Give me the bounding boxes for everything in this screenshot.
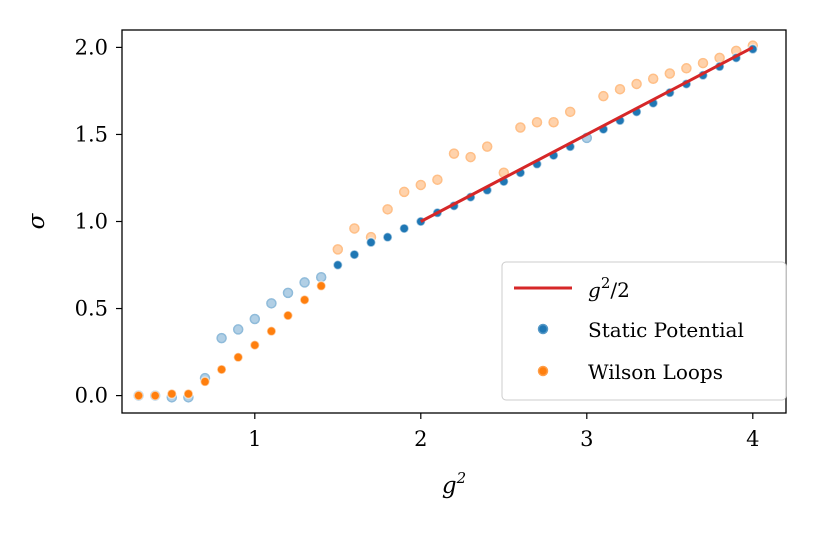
data-point-wilson-loops-faded	[382, 204, 393, 215]
data-point-wilson-loops-faded	[515, 122, 526, 133]
data-point-wilson-loops-faded	[664, 68, 676, 79]
data-point-static-potential	[349, 249, 360, 260]
data-point-wilson-loops	[183, 388, 194, 400]
data-point-static-potential-faded	[266, 298, 277, 309]
x-tick-label: 2	[414, 427, 427, 451]
data-point-wilson-loops-faded	[481, 141, 493, 152]
data-point-wilson-loops	[282, 310, 294, 321]
data-point-static-potential	[398, 223, 410, 234]
data-point-wilson-loops-faded	[531, 117, 543, 128]
legend-label-g2-tail: /2	[610, 278, 629, 302]
y-tick-label: 0.0	[75, 384, 108, 408]
legend-box	[501, 261, 787, 401]
series-line-g2-half	[420, 46, 754, 223]
x-tick-label: 4	[746, 427, 759, 451]
data-point-wilson-loops-faded	[332, 244, 344, 255]
y-axis-label: σ	[24, 212, 50, 229]
plot-area	[133, 40, 759, 403]
x-axis-label: g2	[442, 469, 466, 499]
legend: g2/2 Static Potential Wilson Loops	[501, 261, 787, 401]
data-point-wilson-loops	[266, 325, 277, 337]
data-point-wilson-loops-faded	[448, 148, 460, 159]
legend-label-static-potential: Static Potential	[588, 318, 744, 342]
data-point-wilson-loops	[149, 390, 161, 401]
x-tick-label: 1	[248, 427, 261, 451]
data-point-static-potential	[382, 231, 393, 243]
data-point-wilson-loops	[199, 376, 211, 387]
data-point-static-potential-faded	[216, 332, 227, 344]
y-tick-label: 2.0	[75, 35, 108, 59]
legend-marker-static-potential	[537, 323, 549, 335]
x-axis-label-sup: 2	[456, 469, 467, 487]
data-point-wilson-loops-faded	[714, 52, 725, 64]
data-point-wilson-loops-faded	[564, 106, 576, 118]
data-point-wilson-loops	[299, 294, 310, 306]
x-axis-label-base: g	[442, 473, 457, 499]
legend-label-g2-over-2: g2/2	[588, 274, 630, 302]
data-point-wilson-loops-faded	[465, 151, 476, 163]
data-point-wilson-loops-faded	[647, 73, 659, 84]
data-point-wilson-loops-faded	[432, 174, 443, 185]
data-point-static-potential	[332, 259, 344, 271]
y-tick-label: 1.5	[75, 122, 108, 146]
data-point-wilson-loops	[216, 364, 227, 375]
data-point-wilson-loops	[166, 388, 178, 400]
data-point-wilson-loops-faded	[631, 78, 642, 90]
data-point-static-potential	[365, 237, 377, 248]
y-tick-label: 1.0	[75, 210, 108, 234]
data-point-wilson-loops-faded	[548, 117, 559, 128]
data-point-static-potential-faded	[282, 287, 294, 299]
data-point-wilson-loops	[249, 339, 261, 351]
data-point-wilson-loops	[133, 390, 144, 401]
data-point-wilson-loops-faded	[697, 57, 709, 69]
data-point-static-potential-faded	[232, 324, 244, 335]
legend-label-g2-sup: 2	[601, 274, 611, 292]
data-point-static-potential-faded	[249, 313, 261, 325]
data-point-wilson-loops-faded	[598, 90, 609, 102]
data-point-wilson-loops-faded	[681, 63, 692, 74]
legend-label-wilson-loops: Wilson Loops	[588, 360, 723, 384]
data-point-wilson-loops-faded	[349, 223, 360, 234]
data-point-static-potential-faded	[315, 271, 327, 283]
y-tick-label: 0.5	[75, 297, 108, 321]
data-point-wilson-loops	[232, 352, 244, 363]
data-point-static-potential-faded	[299, 277, 310, 288]
data-point-wilson-loops	[315, 280, 327, 292]
legend-label-g2-base: g	[588, 278, 601, 302]
data-point-wilson-loops-faded	[415, 179, 427, 191]
x-tick-label: 3	[580, 427, 593, 451]
axis-ticks: 1 2 3 4 0.0 0.5 1.0 1.5 2.0	[75, 35, 760, 451]
legend-marker-wilson-loops	[537, 365, 549, 377]
data-point-wilson-loops-faded	[614, 83, 626, 95]
data-point-wilson-loops-faded	[398, 186, 410, 198]
